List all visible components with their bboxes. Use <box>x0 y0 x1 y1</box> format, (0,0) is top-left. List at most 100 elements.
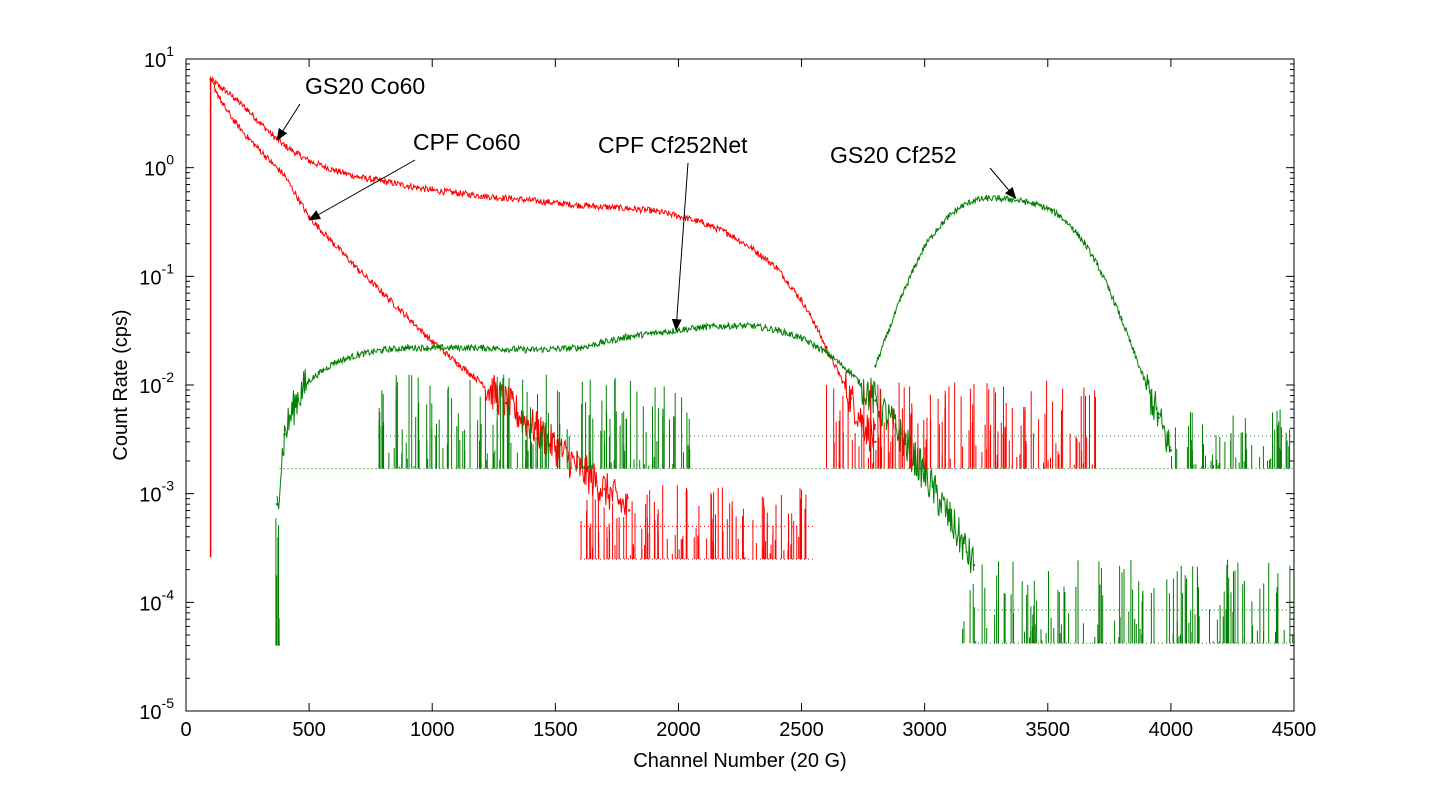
data-point-cpf-co60 <box>504 402 508 405</box>
data-point-gs20-co60 <box>406 184 409 188</box>
data-point-cpf-cf252net <box>332 361 335 364</box>
x-tick-label: 2500 <box>779 719 824 741</box>
axes-layer: 0 500 1000 1500 2000 2500 3000 3500 4000 4500 101 1… <box>139 43 1316 741</box>
data-point-gs20-co60 <box>874 440 877 443</box>
data-point-gs20-co60 <box>726 231 729 235</box>
data-point-gs20-co60 <box>431 189 434 192</box>
data-point-gs20-co60 <box>849 397 852 400</box>
data-point-gs20-co60 <box>357 175 360 179</box>
data-point-cpf-cf252net <box>307 379 311 382</box>
y-tick-label: 10-1 <box>139 260 174 289</box>
y-axis-title: Count Rate (cps) <box>110 309 132 460</box>
data-point-gs20-co60 <box>234 97 237 101</box>
y-tick-label: 100 <box>144 152 174 181</box>
data-point-cpf-co60 <box>357 268 360 271</box>
data-point-cpf-cf252net <box>480 346 483 349</box>
x-tick-label: 1500 <box>533 719 578 741</box>
data-point-gs20-cf252 <box>985 197 988 200</box>
data-point-gs20-co60 <box>295 152 298 155</box>
data-point-gs20-co60 <box>283 144 286 147</box>
data-point-gs20-cf252 <box>1169 449 1173 452</box>
data-point-cpf-co60 <box>480 381 483 384</box>
data-point-gs20-cf252 <box>1058 214 1062 218</box>
data-point-cpf-cf252net <box>825 351 828 354</box>
y-tick-label: 10-4 <box>139 586 174 615</box>
x-tick-label: 3500 <box>1026 719 1071 741</box>
annotation-arrow <box>671 162 689 332</box>
data-point-cpf-cf252net <box>677 328 680 332</box>
data-point-cpf-co60 <box>381 292 385 295</box>
data-point-cpf-co60 <box>258 148 262 152</box>
data-point-gs20-co60 <box>652 209 655 213</box>
data-point-gs20-co60 <box>578 204 582 207</box>
data-point-gs20-cf252 <box>911 270 914 273</box>
data-point-gs20-cf252 <box>1071 226 1074 229</box>
data-point-gs20-co60 <box>812 320 816 324</box>
data-point-gs20-cf252 <box>1009 198 1012 201</box>
annotation-layer: GS20 Co60 CPF Co60 CPF Cf252Net GS20 Cf252 <box>276 73 1017 332</box>
data-point-gs20-cf252 <box>1120 318 1123 321</box>
data-point-cpf-cf252net <box>923 473 926 476</box>
data-point-gs20-co60 <box>258 121 262 124</box>
data-point-gs20-cf252 <box>997 197 1000 200</box>
noise-layer <box>209 79 1294 646</box>
data-point-cpf-cf252net <box>275 503 279 506</box>
x-axis-title: Channel Number (20 G) <box>633 750 846 772</box>
data-point-gs20-co60 <box>529 199 532 202</box>
data-point-gs20-co60 <box>381 180 385 183</box>
data-point-cpf-cf252net <box>578 346 582 349</box>
annotation-arrow <box>308 159 416 221</box>
data-point-gs20-cf252 <box>1046 207 1050 210</box>
data-point-gs20-co60 <box>332 168 335 172</box>
data-point-gs20-cf252 <box>1022 200 1025 203</box>
data-point-cpf-co60 <box>431 340 434 343</box>
x-tick-label: 4000 <box>1149 719 1194 741</box>
series-line-gs20-co60 <box>210 76 876 452</box>
data-point-gs20-co60 <box>221 87 225 91</box>
data-point-gs20-co60 <box>677 214 680 218</box>
x-tick-label: 0 <box>180 719 191 741</box>
x-tick-label: 4500 <box>1272 719 1317 741</box>
data-point-gs20-co60 <box>775 266 779 269</box>
data-point-gs20-co60 <box>246 108 249 112</box>
data-point-cpf-cf252net <box>628 335 631 338</box>
series-line-cpf-cf252net <box>276 321 975 574</box>
data-point-gs20-cf252 <box>898 299 902 302</box>
data-point-cpf-co60 <box>332 242 335 245</box>
data-point-gs20-cf252 <box>1095 262 1099 266</box>
annotation-gs20-cf252: GS20 Cf252 <box>830 142 957 168</box>
data-point-gs20-cf252 <box>1157 416 1160 419</box>
data-point-cpf-cf252net <box>948 516 951 519</box>
data-point-gs20-cf252 <box>935 228 939 231</box>
data-point-cpf-co60 <box>554 445 557 448</box>
data-point-cpf-cf252net <box>295 397 298 400</box>
data-point-cpf-co60 <box>406 316 409 319</box>
annotation-gs20-co60: GS20 Co60 <box>305 73 425 99</box>
y-tick-label: 10-3 <box>139 478 174 507</box>
data-point-cpf-co60 <box>283 174 286 177</box>
data-point-gs20-cf252 <box>1145 383 1148 387</box>
data-point-cpf-co60 <box>221 103 225 106</box>
data-point-cpf-co60 <box>234 121 237 124</box>
data-point-cpf-cf252net <box>849 371 852 374</box>
y-tick-label: 101 <box>144 43 174 72</box>
data-point-gs20-cf252 <box>886 332 889 335</box>
x-tick-label: 3000 <box>902 719 947 741</box>
data-point-cpf-cf252net <box>751 324 754 328</box>
data-point-gs20-co60 <box>800 299 803 302</box>
data-point-cpf-cf252net <box>283 433 286 436</box>
data-point-cpf-cf252net <box>357 353 360 356</box>
data-point-cpf-co60 <box>455 361 458 364</box>
data-point-cpf-co60 <box>271 162 274 165</box>
data-point-cpf-co60 <box>603 488 606 491</box>
data-point-gs20-cf252 <box>960 205 963 208</box>
data-point-gs20-co60 <box>751 247 754 250</box>
data-point-gs20-co60 <box>825 346 828 349</box>
data-point-cpf-cf252net <box>381 348 385 352</box>
data-point-cpf-cf252net <box>874 399 877 402</box>
data-point-cpf-cf252net <box>726 324 729 328</box>
annotation-cpf-cf252net: CPF Cf252Net <box>598 132 748 158</box>
data-point-gs20-cf252 <box>874 364 877 368</box>
data-point-gs20-cf252 <box>948 214 951 218</box>
data-point-cpf-cf252net <box>431 346 434 349</box>
